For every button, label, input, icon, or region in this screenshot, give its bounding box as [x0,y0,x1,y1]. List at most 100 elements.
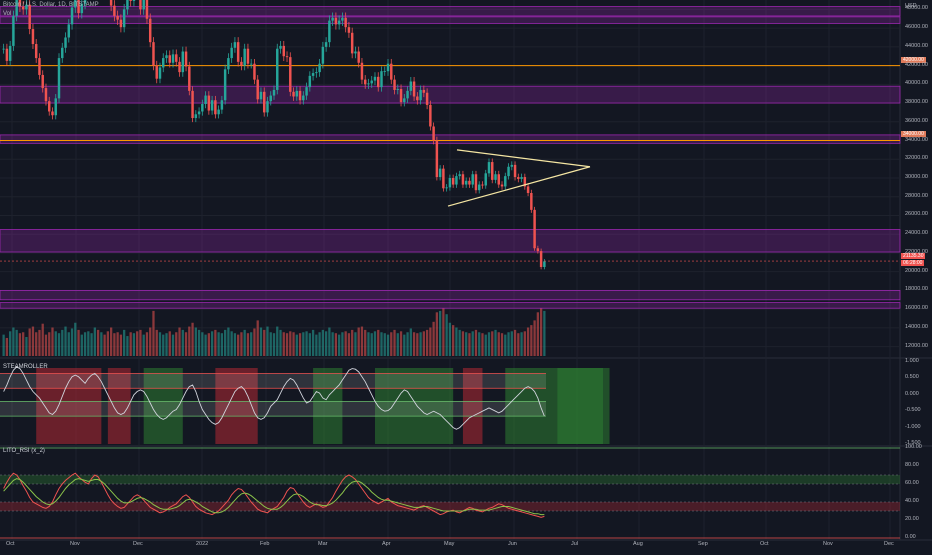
candle-body [543,261,546,267]
volume-bar [367,332,370,356]
steamroller-title[interactable]: STEAMROLLER [3,364,48,370]
candle-body [165,55,168,59]
volume-bar [500,333,504,356]
volume-bar [64,326,67,356]
volume-bar [253,328,256,356]
volume-bar [149,327,152,356]
candle-body [162,58,165,68]
countdown-badge: 06:28:00 [901,260,925,266]
candle-body [471,174,474,185]
volume-bar [383,333,386,356]
candle-body [126,0,129,10]
currency-label: USD [905,3,917,9]
candle-body [324,42,328,47]
volume-bar [497,332,500,356]
volume-bar [41,323,44,356]
rsi-tick-label: 60.00 [905,480,919,486]
candle-body [513,164,517,178]
volume-bar [513,329,517,356]
oscillator-tick-label: 0.000 [905,390,919,397]
candle-body [321,46,325,64]
candle-body [455,176,458,185]
volume-bar [191,322,194,356]
volume-bar [83,332,87,356]
volume-bar [347,333,351,356]
candle-body [399,89,403,103]
candle-body [25,4,28,10]
candle-body [494,174,497,180]
candle-body [520,177,523,179]
candle-body [155,65,158,79]
volume-bar [302,332,305,356]
candle-body [448,178,452,188]
candle-body [2,48,5,50]
volume-bar [152,310,155,356]
rsi-tick-label: 80.00 [905,462,919,468]
candle-body [272,89,276,96]
volume-bar [289,331,292,356]
candle-body [507,166,510,177]
price-tick-label: 24000.00 [905,230,928,237]
candle-body [18,0,22,7]
candle-body [477,184,481,191]
volume-bar [119,334,123,356]
volume-bar [377,329,380,356]
candle-body [419,89,422,101]
candle-body [500,184,504,187]
volume-bar [15,329,18,356]
candle-body [367,83,370,85]
volume-bar [197,329,201,356]
volume-bar [484,334,487,356]
rsi-title[interactable]: LITO_RSI (x_2) [3,448,45,454]
candle-body [523,177,527,187]
candle-body [21,6,25,10]
candle-body [83,0,87,4]
candle-body [425,92,429,105]
candle-body [175,54,178,62]
candle-body [539,251,543,267]
candle-body [442,168,445,189]
volume-bar [364,329,367,356]
volume-bar [266,326,269,356]
volume-label: Vol [3,11,12,17]
volume-bar [481,333,484,356]
candle-body [152,42,155,66]
candle-body [285,56,289,58]
volume-bar [422,331,425,356]
volume-bar [158,332,162,356]
time-tick-label: Nov [823,541,833,547]
volume-bar [25,337,28,356]
time-tick-label: Oct [760,541,769,547]
price-tick-label: 46000.00 [905,24,928,31]
candle-body [438,168,442,178]
volume-bar [106,331,110,356]
volume-bar [201,332,204,356]
rsi-slow-line [3,478,545,516]
candle-body [201,103,204,112]
volume-bar [334,333,338,356]
volume-bar [194,327,197,356]
candle-body [396,89,400,90]
volume-bar [272,333,276,356]
price-tick-label: 26000.00 [905,211,928,218]
candle-body [253,63,256,80]
candle-body [122,9,126,28]
oscillator-zone [143,368,183,444]
candle-body [337,20,341,25]
volume-bar [246,333,250,356]
time-tick-label: Dec [133,541,143,547]
volume-bar [168,331,171,356]
price-tick-label: 16000.00 [905,305,928,312]
volume-bar [44,334,48,356]
volume-bar [445,314,448,356]
volume-bar [357,327,360,356]
volume-bar [331,332,334,356]
candle-body [347,27,351,33]
volume-bar [279,329,282,356]
volume-bar [438,310,442,356]
volume-bar [468,333,471,356]
volume-bar [452,325,455,356]
candle-body [188,66,191,91]
volume-bar [123,329,126,356]
